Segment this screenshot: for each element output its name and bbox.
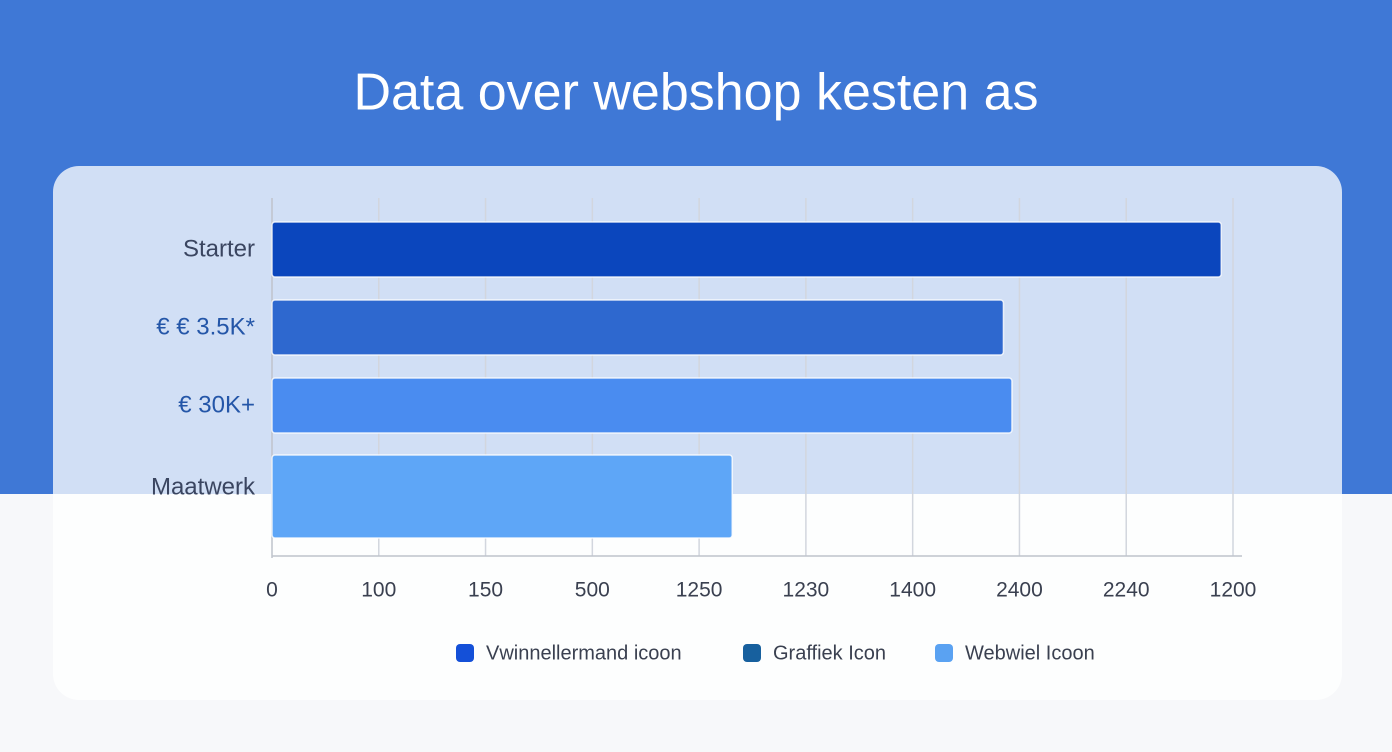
y-tick-label: € 30K+: [178, 391, 255, 418]
x-tick-label: 1250: [676, 579, 723, 602]
y-tick-label: Starter: [183, 235, 255, 262]
chart-title: Data over webshop kesten as: [353, 64, 1038, 122]
legend-marker: [935, 644, 953, 662]
bar: [271, 299, 1005, 356]
x-tick-label: 1400: [889, 579, 936, 602]
legend-marker: [456, 644, 474, 662]
x-tick-label: 2240: [1103, 579, 1150, 602]
x-tick-label: 150: [468, 579, 503, 602]
bar: [271, 377, 1013, 434]
y-tick-label: € € 3.5K*: [156, 313, 255, 340]
bar: [271, 454, 733, 539]
x-tick-label: 500: [575, 579, 610, 602]
x-tick-label: 1230: [783, 579, 830, 602]
legend-marker: [743, 644, 761, 662]
legend-label: Graffiek Icon: [773, 642, 886, 664]
x-tick-label: 1200: [1210, 579, 1257, 602]
x-tick-label: 2400: [996, 579, 1043, 602]
bar: [271, 221, 1223, 278]
legend-label: Vwinnellermand icoon: [486, 642, 682, 664]
legend-label: Webwiel Icoon: [965, 642, 1095, 664]
y-tick-label: Maatwerk: [151, 473, 256, 500]
x-tick-label: 100: [361, 579, 396, 602]
x-tick-label: 0: [266, 579, 278, 602]
